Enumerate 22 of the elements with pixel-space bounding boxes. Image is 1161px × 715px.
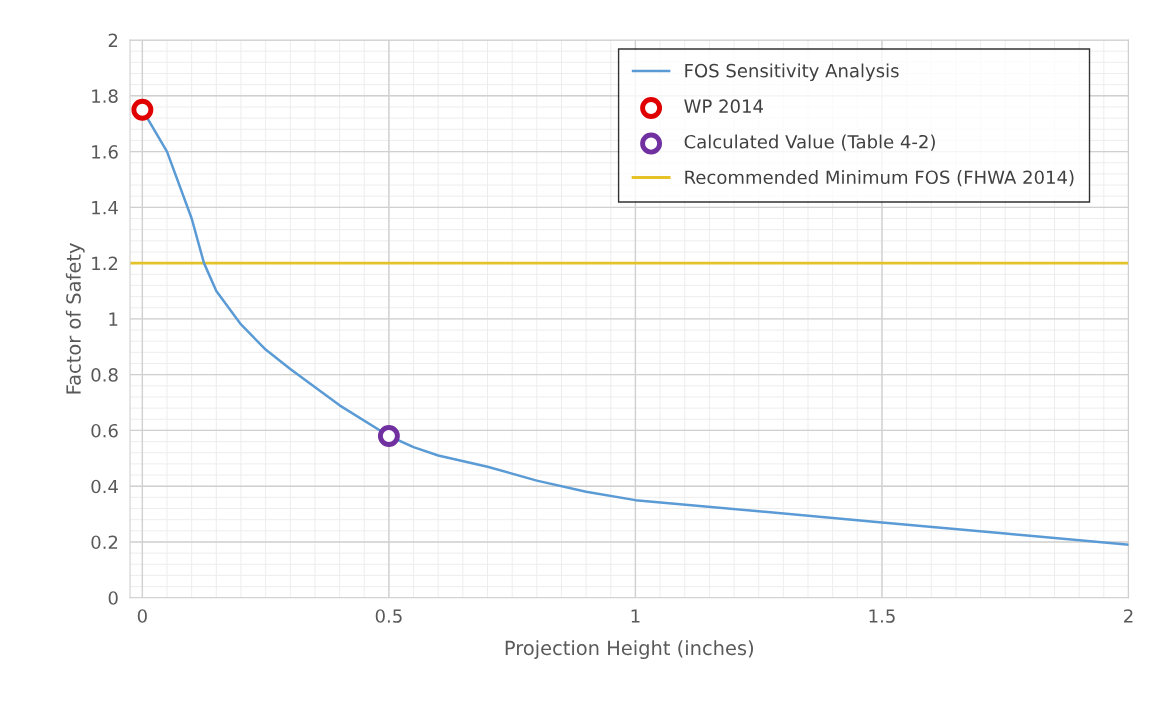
- x-tick-label: 1.5: [869, 609, 895, 623]
- y-tick-label: 0.8: [91, 368, 118, 382]
- y-tick-label: 2: [108, 33, 118, 47]
- y-tick-label: 1: [109, 312, 118, 326]
- y-tick-label: 1.6: [92, 145, 118, 159]
- y-tick-label: 0.4: [91, 479, 118, 494]
- y-tick-label: 1.2: [92, 256, 118, 270]
- x-tick-label: 0.5: [375, 609, 402, 623]
- y-axis-title: Factor of Safety: [65, 243, 85, 394]
- y-tick-label: 1.8: [92, 89, 118, 103]
- x-tick-label: 2: [1124, 609, 1133, 623]
- legend-label: Recommended Minimum FOS (FHWA 2014): [685, 170, 1074, 187]
- y-tick-label: 0.2: [91, 535, 118, 550]
- x-tick-label: 1: [631, 609, 640, 623]
- legend-label: WP 2014: [684, 99, 764, 114]
- legend-label: FOS Sensitivity Analysis: [685, 63, 899, 81]
- legend-label: Calculated Value (Table 4-2): [684, 134, 935, 151]
- y-tick-label: 0: [108, 591, 118, 605]
- x-tick-label: 0: [137, 609, 147, 623]
- x-axis-title: Projection Height (inches): [505, 640, 753, 660]
- y-tick-label: 1.4: [92, 201, 118, 215]
- y-tick-label: 0.6: [91, 423, 118, 438]
